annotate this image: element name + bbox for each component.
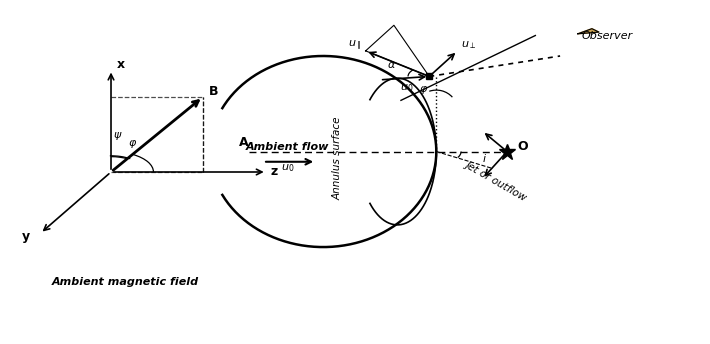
Text: $i$: $i$	[482, 152, 487, 164]
Text: $\varphi$: $\varphi$	[419, 84, 428, 96]
Text: $u_0$: $u_0$	[400, 82, 413, 94]
Text: φ: φ	[129, 138, 136, 148]
Text: Ambient flow: Ambient flow	[246, 142, 329, 152]
Text: ψ: ψ	[113, 130, 121, 140]
Text: B: B	[209, 85, 218, 98]
Text: O: O	[518, 140, 528, 153]
Text: Ambient magnetic field: Ambient magnetic field	[52, 277, 199, 287]
Text: $u_0$: $u_0$	[281, 162, 295, 174]
Text: A: A	[239, 137, 249, 149]
Text: z: z	[270, 165, 278, 179]
Polygon shape	[578, 29, 599, 34]
Text: $u_{\parallel}$: $u_{\parallel}$	[348, 39, 361, 53]
Text: y: y	[21, 230, 30, 243]
Text: Jet or outflow: Jet or outflow	[464, 160, 529, 203]
Text: Observer: Observer	[581, 31, 633, 41]
Text: Annulus surface: Annulus surface	[332, 117, 342, 200]
Text: x: x	[116, 58, 125, 71]
Text: $u_{\perp}$: $u_{\perp}$	[461, 40, 476, 51]
Text: $\alpha$: $\alpha$	[387, 60, 396, 70]
